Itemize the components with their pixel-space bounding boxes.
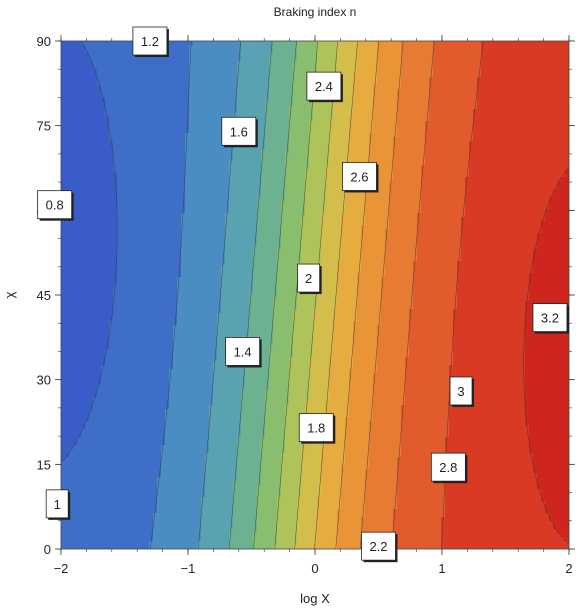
contour-label: 2.6 — [342, 162, 379, 193]
contour-label-text: 0.8 — [46, 198, 64, 213]
contour-label-text: 3 — [457, 384, 464, 399]
contour-line-3-2 — [523, 167, 569, 545]
contour-fills — [61, 41, 569, 549]
y-tick-label: 75 — [37, 119, 51, 134]
contour-label: 2.4 — [306, 71, 343, 103]
contour-line-1-4 — [228, 41, 273, 549]
contour-label-text: 1.4 — [234, 344, 252, 359]
x-tick-label: −2 — [54, 561, 69, 576]
contour-label-text: 1.8 — [307, 421, 325, 436]
contour-labels: 1.2 2.4 1.6 2.6 0.8 2 3.2 1.4 3 1.8 2.8 1 2.2 — [37, 26, 569, 563]
y-tick-label: 15 — [37, 457, 51, 472]
contour-label: 1 — [45, 489, 71, 520]
x-tick-label: 2 — [565, 561, 572, 576]
contour-line-1-6 — [253, 41, 297, 549]
x-axis: −2 −1 0 1 2 — [54, 35, 573, 576]
contour-label: 3.2 — [532, 303, 569, 334]
contour-label: 3 — [449, 376, 475, 407]
contour-lines — [61, 41, 569, 549]
contour-label-text: 3.2 — [541, 311, 559, 326]
y-tick-label: 30 — [37, 373, 51, 388]
contour-line-0-8 — [61, 41, 118, 463]
contour-label-text: 1.6 — [230, 124, 248, 139]
y-tick-label: 90 — [37, 34, 51, 49]
contour-label: 2.2 — [361, 531, 398, 563]
plot-area — [61, 41, 569, 549]
x-tick-label: 0 — [311, 561, 318, 576]
contour-line-1 — [149, 41, 192, 549]
x-tick-label: 1 — [438, 561, 445, 576]
contour-label: 1.6 — [221, 116, 258, 148]
contour-line-1-2 — [197, 41, 241, 549]
contour-label-text: 1 — [54, 497, 61, 512]
y-tick-label: 45 — [37, 288, 51, 303]
y-axis-title: χ — [2, 291, 17, 298]
contour-label: 2 — [297, 263, 322, 295]
contour-label: 1.4 — [225, 337, 262, 368]
y-tick-label: 0 — [44, 542, 51, 557]
contour-label: 0.8 — [37, 190, 74, 221]
contour-label: 2.8 — [430, 452, 468, 484]
contour-label-text: 2 — [305, 271, 312, 286]
contour-line-3 — [441, 41, 484, 549]
x-tick-label: −1 — [181, 561, 196, 576]
chart-title: Braking index n — [274, 5, 357, 19]
contour-line-2-4 — [335, 41, 380, 549]
contour-label-text: 2.2 — [369, 539, 387, 554]
contour-label-text: 2.8 — [439, 460, 457, 475]
contour-label-text: 2.6 — [350, 169, 368, 184]
contour-label-text: 2.4 — [315, 79, 333, 94]
contour-line-2-6 — [359, 41, 404, 549]
contour-label-text: 1.2 — [141, 34, 159, 49]
contour-label: 1.2 — [132, 26, 169, 57]
x-axis-title: log X — [300, 591, 330, 606]
contour-label: 1.8 — [298, 413, 336, 444]
